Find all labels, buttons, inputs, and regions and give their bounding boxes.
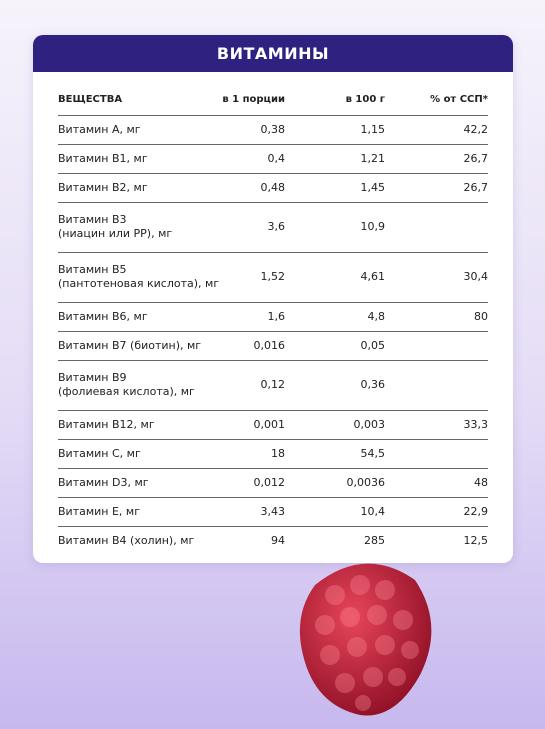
substance-name: Витамин В12, мг: [58, 417, 155, 431]
substance-name: Витамин В1, мг: [58, 151, 148, 165]
value-cell: 0,12: [260, 378, 286, 391]
header-band: [33, 35, 513, 72]
column-header: % от ССП*: [430, 94, 488, 105]
value-cell: 30,4: [463, 270, 489, 283]
substance-name: Витамин В6, мг: [58, 309, 148, 323]
value-cell: 80: [474, 309, 488, 323]
value-cell: 0,48: [260, 180, 286, 194]
value-cell: 10,4: [360, 504, 386, 518]
value-cell: 1,15: [360, 122, 386, 136]
value-cell: 0,38: [260, 122, 286, 136]
row-separator: [58, 468, 488, 469]
substance-name: (ниацин или PP), мг: [58, 227, 173, 240]
value-cell: 22,9: [463, 504, 489, 518]
value-cell: 3,6: [267, 220, 286, 233]
substance-name: Витамин В3: [58, 213, 127, 226]
row-separator: [58, 302, 488, 303]
value-cell: 0,4: [267, 151, 286, 165]
row-separator: [58, 497, 488, 498]
value-cell: 4,61: [360, 270, 386, 283]
value-cell: 1,21: [360, 151, 386, 165]
value-cell: 1,52: [260, 270, 286, 283]
row-separator: [58, 439, 488, 440]
value-cell: 48: [474, 475, 488, 489]
row-separator: [58, 115, 488, 116]
value-cell: 1,45: [360, 180, 386, 194]
substance-name: (фолиевая кислота), мг: [58, 385, 195, 398]
value-cell: 0,36: [360, 378, 386, 391]
substance-name: (пантотеновая кислота), мг: [58, 277, 220, 290]
substance-name: Витамин Е, мг: [58, 504, 141, 518]
value-cell: 0,0036: [346, 475, 386, 489]
raspberry: [299, 563, 432, 716]
substance-name: Витамин D3, мг: [58, 475, 149, 489]
substance-name: Витамин В5: [58, 263, 127, 276]
row-separator: [58, 331, 488, 332]
value-cell: 0,003: [353, 417, 386, 431]
substance-name: Витамин А, мг: [58, 122, 141, 136]
value-cell: 10,9: [360, 220, 386, 233]
row-separator: [58, 144, 488, 145]
row-separator: [58, 526, 488, 527]
value-cell: 0,012: [253, 475, 286, 489]
value-cell: 12,5: [463, 533, 489, 547]
title: ВИТАМИНЫ: [216, 44, 330, 63]
substance-name: Витамин В4 (холин), мг: [58, 533, 195, 547]
value-cell: 285: [364, 533, 385, 547]
substance-name: Витамин В2, мг: [58, 180, 148, 194]
value-cell: 0,001: [253, 417, 286, 431]
value-cell: 42,2: [463, 122, 489, 136]
substance-name: Витамин В9: [58, 371, 127, 384]
value-cell: 26,7: [463, 151, 489, 165]
row-separator: [58, 252, 488, 253]
column-header: ВЕЩЕСТВА: [58, 94, 123, 105]
row-separator: [58, 202, 488, 203]
substance-name: Витамин В7 (биотин), мг: [58, 338, 202, 352]
value-cell: 94: [271, 533, 285, 547]
card: ВИТАМИНЫ ВЕЩЕСТВА в 1 порции в 100 г % от С…: [33, 35, 513, 563]
value-cell: 1,6: [267, 309, 286, 323]
column-header: в 100 г: [345, 94, 385, 105]
value-cell: 0,016: [253, 338, 286, 352]
row-separator: [58, 173, 488, 174]
value-cell: 3,43: [260, 504, 286, 518]
column-header: в 1 порции: [222, 94, 285, 105]
value-cell: 0,05: [360, 338, 386, 352]
value-cell: 18: [271, 446, 285, 460]
row-separator: [58, 410, 488, 411]
value-cell: 54,5: [360, 446, 386, 460]
row-separator: [58, 360, 488, 361]
substance-name: Витамин С, мг: [58, 446, 141, 460]
value-cell: 33,3: [463, 417, 489, 431]
value-cell: 26,7: [463, 180, 489, 194]
value-cell: 4,8: [367, 309, 386, 323]
